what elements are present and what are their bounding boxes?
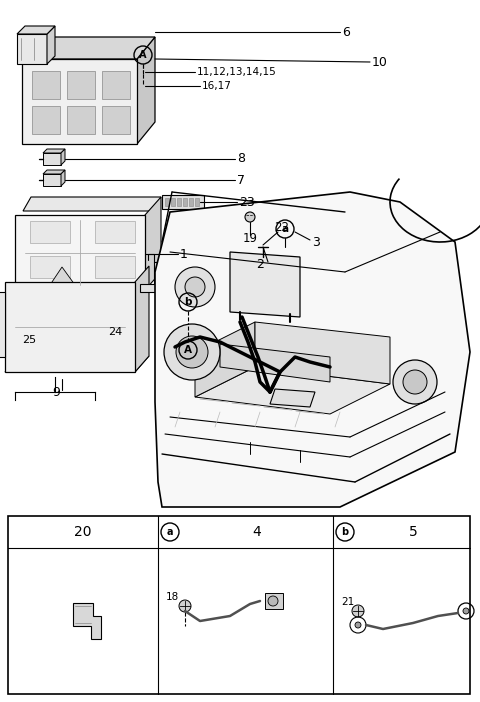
Polygon shape: [162, 195, 204, 209]
Polygon shape: [95, 256, 135, 278]
Text: 6: 6: [342, 25, 350, 39]
Polygon shape: [140, 262, 160, 292]
Polygon shape: [73, 603, 101, 639]
Text: 23: 23: [239, 195, 255, 208]
Polygon shape: [61, 170, 65, 186]
Text: 22: 22: [274, 221, 289, 234]
Polygon shape: [189, 198, 193, 206]
Text: 8: 8: [237, 152, 245, 166]
Circle shape: [268, 596, 278, 606]
Polygon shape: [137, 37, 155, 144]
Text: 21: 21: [341, 597, 354, 607]
Circle shape: [403, 370, 427, 394]
Circle shape: [393, 360, 437, 404]
Polygon shape: [43, 174, 61, 186]
Polygon shape: [145, 197, 161, 290]
Text: 19: 19: [243, 232, 258, 244]
Polygon shape: [23, 197, 161, 211]
Circle shape: [185, 277, 205, 297]
Text: 7: 7: [237, 173, 245, 187]
Polygon shape: [17, 26, 55, 34]
Polygon shape: [195, 198, 199, 206]
Text: a: a: [167, 527, 173, 537]
Text: A: A: [139, 50, 147, 60]
Text: 9: 9: [52, 387, 60, 399]
Polygon shape: [183, 198, 187, 206]
Polygon shape: [67, 106, 95, 134]
Polygon shape: [15, 215, 145, 290]
Polygon shape: [22, 37, 155, 59]
Polygon shape: [195, 322, 255, 397]
Polygon shape: [135, 266, 149, 372]
Polygon shape: [102, 106, 130, 134]
Text: 24: 24: [108, 327, 122, 337]
Polygon shape: [5, 356, 149, 372]
Polygon shape: [32, 71, 60, 99]
Polygon shape: [265, 593, 283, 609]
Text: a: a: [281, 224, 288, 234]
Bar: [8, 516, 470, 694]
Text: b: b: [184, 297, 192, 307]
Polygon shape: [43, 153, 61, 165]
Polygon shape: [255, 322, 390, 384]
Polygon shape: [95, 221, 135, 243]
Polygon shape: [30, 256, 70, 278]
Polygon shape: [50, 267, 75, 285]
Circle shape: [352, 605, 364, 617]
Polygon shape: [155, 192, 470, 507]
Circle shape: [245, 212, 255, 222]
Text: 16,17: 16,17: [202, 81, 232, 91]
Text: 4: 4: [252, 525, 262, 539]
Text: 2: 2: [256, 258, 264, 272]
Polygon shape: [61, 149, 65, 165]
Polygon shape: [43, 170, 65, 174]
Polygon shape: [195, 367, 390, 414]
Text: 5: 5: [408, 525, 418, 539]
Polygon shape: [220, 344, 330, 382]
Polygon shape: [47, 26, 55, 64]
Text: 1: 1: [180, 248, 188, 260]
Polygon shape: [17, 34, 47, 64]
Polygon shape: [30, 221, 70, 243]
Polygon shape: [102, 71, 130, 99]
Text: 18: 18: [166, 592, 179, 602]
Polygon shape: [32, 106, 60, 134]
Text: 20: 20: [74, 525, 92, 539]
Polygon shape: [270, 389, 315, 407]
Text: 10: 10: [372, 55, 388, 69]
Circle shape: [355, 622, 361, 628]
Polygon shape: [0, 292, 5, 357]
Polygon shape: [171, 198, 175, 206]
Polygon shape: [22, 59, 137, 144]
Circle shape: [175, 267, 215, 307]
Polygon shape: [5, 282, 135, 372]
Circle shape: [463, 608, 469, 614]
Polygon shape: [177, 198, 181, 206]
Text: 25: 25: [22, 335, 36, 345]
Circle shape: [179, 600, 191, 612]
Circle shape: [164, 324, 220, 380]
Text: b: b: [341, 527, 348, 537]
Polygon shape: [230, 252, 300, 317]
Polygon shape: [43, 149, 65, 153]
Circle shape: [176, 336, 208, 368]
Text: 11,12,13,14,15: 11,12,13,14,15: [197, 67, 277, 77]
Text: A: A: [184, 345, 192, 355]
Polygon shape: [165, 198, 169, 206]
Polygon shape: [67, 71, 95, 99]
Text: 3: 3: [312, 235, 320, 249]
